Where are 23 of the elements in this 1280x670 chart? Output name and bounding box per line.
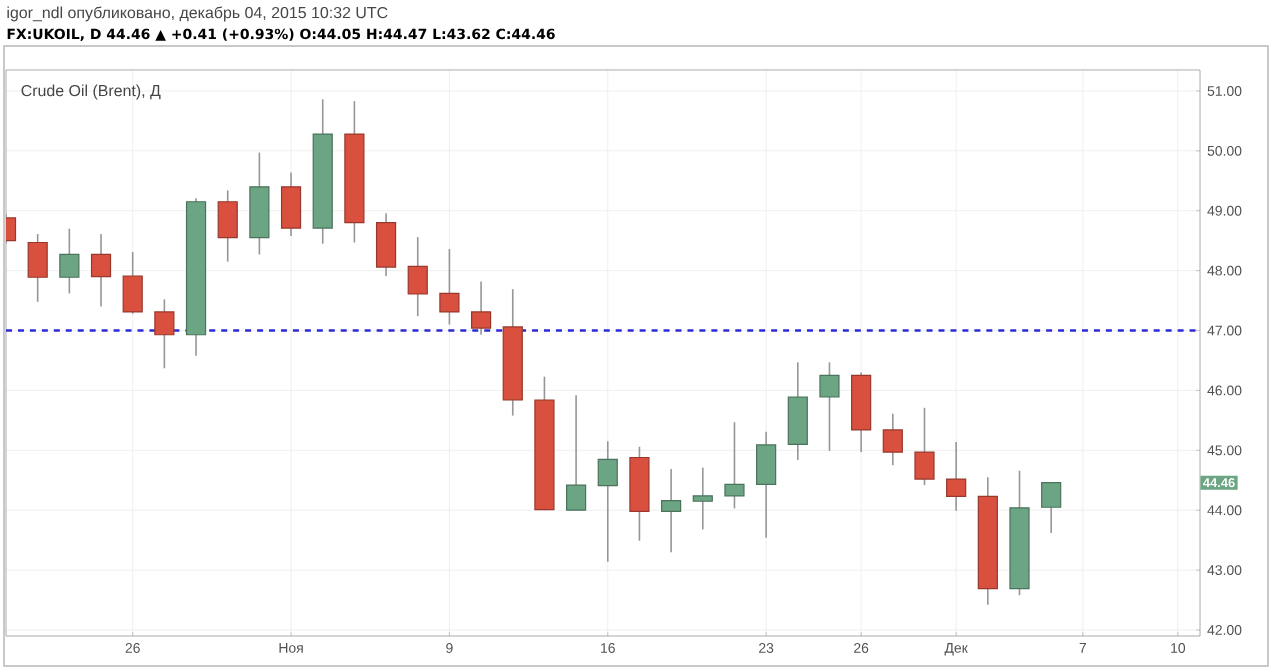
candlestick bbox=[946, 441, 967, 512]
candlestick bbox=[882, 412, 903, 467]
candlestick bbox=[407, 236, 428, 317]
candlestick bbox=[819, 361, 840, 452]
candlestick bbox=[724, 421, 745, 510]
candlestick bbox=[217, 189, 238, 263]
candlestick bbox=[566, 394, 587, 512]
candlestick bbox=[661, 468, 682, 553]
candlestick bbox=[27, 233, 48, 303]
candlestick bbox=[375, 212, 397, 277]
candlestick bbox=[1041, 481, 1062, 534]
candlestick bbox=[914, 407, 935, 486]
candlestick bbox=[154, 298, 175, 370]
candlestick bbox=[280, 171, 302, 237]
candlestick bbox=[439, 248, 460, 326]
candlestick bbox=[756, 430, 777, 539]
candlestick bbox=[787, 361, 808, 461]
candlestick bbox=[59, 227, 80, 295]
candlestick bbox=[470, 280, 492, 336]
candlestick bbox=[90, 233, 112, 308]
candlestick bbox=[122, 251, 143, 315]
candlestick bbox=[692, 466, 713, 531]
candlestick bbox=[597, 440, 618, 563]
